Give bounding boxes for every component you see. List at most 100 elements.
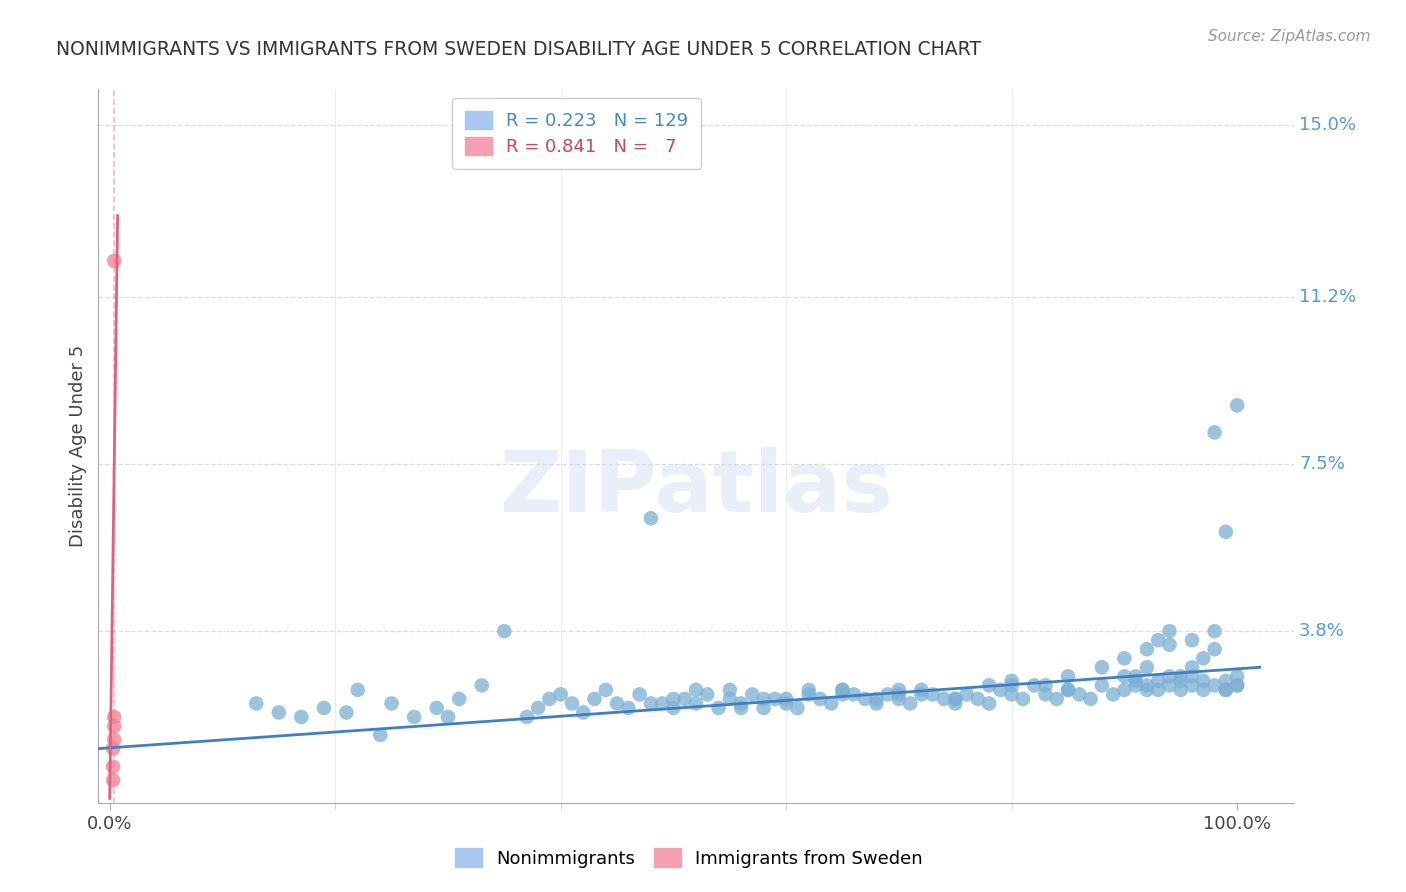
- Point: [786, 701, 808, 715]
- Point: [685, 697, 707, 711]
- Point: [640, 511, 662, 525]
- Point: [808, 692, 831, 706]
- Text: NONIMMIGRANTS VS IMMIGRANTS FROM SWEDEN DISABILITY AGE UNDER 5 CORRELATION CHART: NONIMMIGRANTS VS IMMIGRANTS FROM SWEDEN …: [56, 40, 981, 59]
- Point: [1125, 673, 1147, 688]
- Point: [990, 682, 1012, 697]
- Point: [662, 701, 685, 715]
- Point: [696, 687, 718, 701]
- Point: [437, 710, 460, 724]
- Point: [1192, 651, 1215, 665]
- Point: [1136, 682, 1159, 697]
- Point: [583, 692, 606, 706]
- Point: [752, 701, 775, 715]
- Point: [449, 692, 471, 706]
- Point: [730, 701, 752, 715]
- Point: [865, 692, 887, 706]
- Point: [1136, 660, 1159, 674]
- Point: [1136, 642, 1159, 657]
- Point: [471, 678, 494, 692]
- Point: [617, 701, 640, 715]
- Point: [368, 728, 391, 742]
- Point: [1147, 682, 1170, 697]
- Point: [730, 697, 752, 711]
- Point: [1057, 682, 1080, 697]
- Point: [335, 706, 357, 720]
- Point: [1024, 678, 1046, 692]
- Point: [1125, 669, 1147, 683]
- Point: [1069, 687, 1091, 701]
- Point: [1215, 682, 1237, 697]
- Point: [955, 687, 977, 701]
- Point: [1204, 678, 1226, 692]
- Point: [550, 687, 572, 701]
- Point: [1114, 669, 1136, 683]
- Point: [662, 692, 685, 706]
- Point: [640, 697, 662, 711]
- Point: [943, 692, 966, 706]
- Point: [103, 732, 125, 747]
- Point: [290, 710, 312, 724]
- Point: [1001, 687, 1024, 701]
- Point: [404, 710, 426, 724]
- Point: [887, 687, 910, 701]
- Point: [707, 701, 730, 715]
- Point: [966, 692, 988, 706]
- Point: [1035, 678, 1057, 692]
- Point: [1035, 687, 1057, 701]
- Legend: R = 0.223   N = 129, R = 0.841   N =   7: R = 0.223 N = 129, R = 0.841 N = 7: [451, 98, 702, 169]
- Point: [853, 692, 876, 706]
- Point: [1057, 682, 1080, 697]
- Point: [887, 682, 910, 697]
- Point: [1215, 673, 1237, 688]
- Point: [797, 682, 820, 697]
- Point: [831, 682, 853, 697]
- Point: [1170, 682, 1192, 697]
- Point: [898, 697, 921, 711]
- Point: [572, 706, 595, 720]
- Point: [685, 682, 707, 697]
- Point: [346, 682, 368, 697]
- Point: [494, 624, 516, 639]
- Point: [1046, 692, 1069, 706]
- Point: [1181, 633, 1204, 648]
- Point: [1204, 624, 1226, 639]
- Point: [865, 697, 887, 711]
- Point: [797, 687, 820, 701]
- Point: [628, 687, 651, 701]
- Point: [1204, 425, 1226, 440]
- Point: [1147, 673, 1170, 688]
- Point: [1091, 678, 1114, 692]
- Point: [101, 759, 124, 773]
- Point: [516, 710, 538, 724]
- Point: [876, 687, 898, 701]
- Point: [101, 741, 124, 756]
- Text: 11.2%: 11.2%: [1299, 288, 1357, 306]
- Point: [775, 697, 797, 711]
- Point: [752, 692, 775, 706]
- Point: [103, 253, 125, 268]
- Point: [380, 697, 402, 711]
- Point: [1181, 678, 1204, 692]
- Point: [606, 697, 628, 711]
- Point: [1159, 624, 1181, 639]
- Point: [910, 687, 932, 701]
- Point: [595, 682, 617, 697]
- Point: [426, 701, 449, 715]
- Point: [718, 682, 741, 697]
- Point: [1181, 669, 1204, 683]
- Point: [101, 773, 124, 788]
- Point: [1001, 673, 1024, 688]
- Point: [1215, 682, 1237, 697]
- Point: [1204, 642, 1226, 657]
- Point: [1226, 398, 1249, 412]
- Point: [1159, 638, 1181, 652]
- Point: [977, 697, 1000, 711]
- Point: [842, 687, 865, 701]
- Point: [267, 706, 290, 720]
- Point: [1159, 669, 1181, 683]
- Point: [1114, 651, 1136, 665]
- Point: [103, 710, 125, 724]
- Point: [831, 682, 853, 697]
- Text: 3.8%: 3.8%: [1299, 623, 1346, 640]
- Point: [1091, 660, 1114, 674]
